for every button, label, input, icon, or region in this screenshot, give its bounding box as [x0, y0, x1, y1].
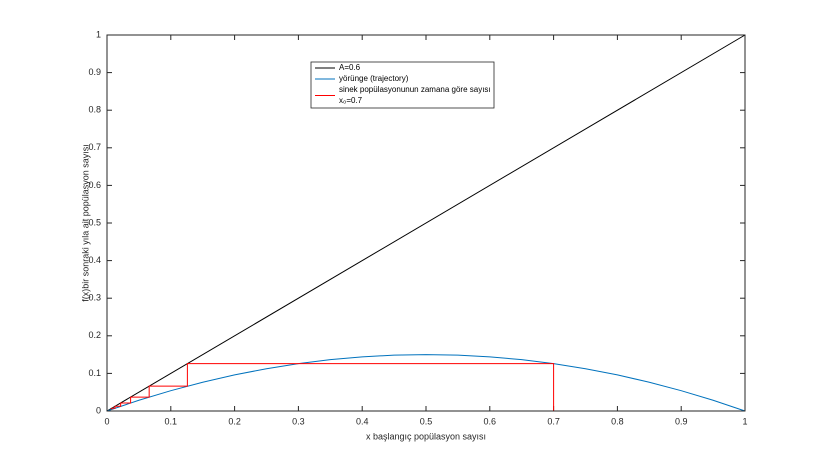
legend-box	[310, 61, 495, 109]
plot-frame	[106, 34, 746, 412]
legend: A=0.6 yörünge (trajectory) sinek popülasyo…	[310, 61, 495, 109]
series-line	[106, 34, 746, 412]
y-tick-label: 0.9	[88, 67, 101, 77]
x-tick-label: 0.6	[484, 416, 497, 426]
legend-label: yörünge (trajectory)	[339, 74, 409, 83]
x-tick-label: 0.4	[356, 416, 369, 426]
x-tick-label: 0.5	[420, 416, 433, 426]
x-tick-label: 0.3	[292, 416, 305, 426]
x-tick-label: 0.8	[611, 416, 624, 426]
series-line	[106, 354, 746, 412]
y-tick-label: 0.2	[88, 330, 101, 340]
y-tick-label: 0.4	[88, 255, 101, 265]
x-tick-label: 0.1	[165, 416, 178, 426]
legend-label: x₀=0.7	[339, 96, 363, 105]
x-tick-label: 0.9	[675, 416, 688, 426]
y-tick-label: 0	[96, 405, 101, 415]
legend-label: A=0.6	[339, 63, 361, 72]
series-line	[111, 363, 555, 411]
x-tick-label: 0.7	[547, 416, 560, 426]
x-tick-label: 0	[104, 416, 109, 426]
x-axis-label: x başlangıç popülasyon sayısı	[366, 431, 486, 441]
y-tick-label: 0.8	[88, 105, 101, 115]
x-tick-label: 1	[742, 416, 747, 426]
y-axis-label: f(x)bir sonraki yıla ait popülasyon sayı…	[80, 144, 90, 302]
x-tick-label: 0.2	[228, 416, 241, 426]
y-tick-label: 0.1	[88, 368, 101, 378]
y-tick-label: 0.5	[88, 217, 101, 227]
y-tick-label: 0.3	[88, 293, 101, 303]
y-tick-label: 0.6	[88, 180, 101, 190]
y-tick-label: 1	[96, 29, 101, 39]
legend-label: sinek popülasyonunun zamana göre sayısı	[339, 85, 491, 94]
y-tick-label: 0.7	[88, 142, 101, 152]
